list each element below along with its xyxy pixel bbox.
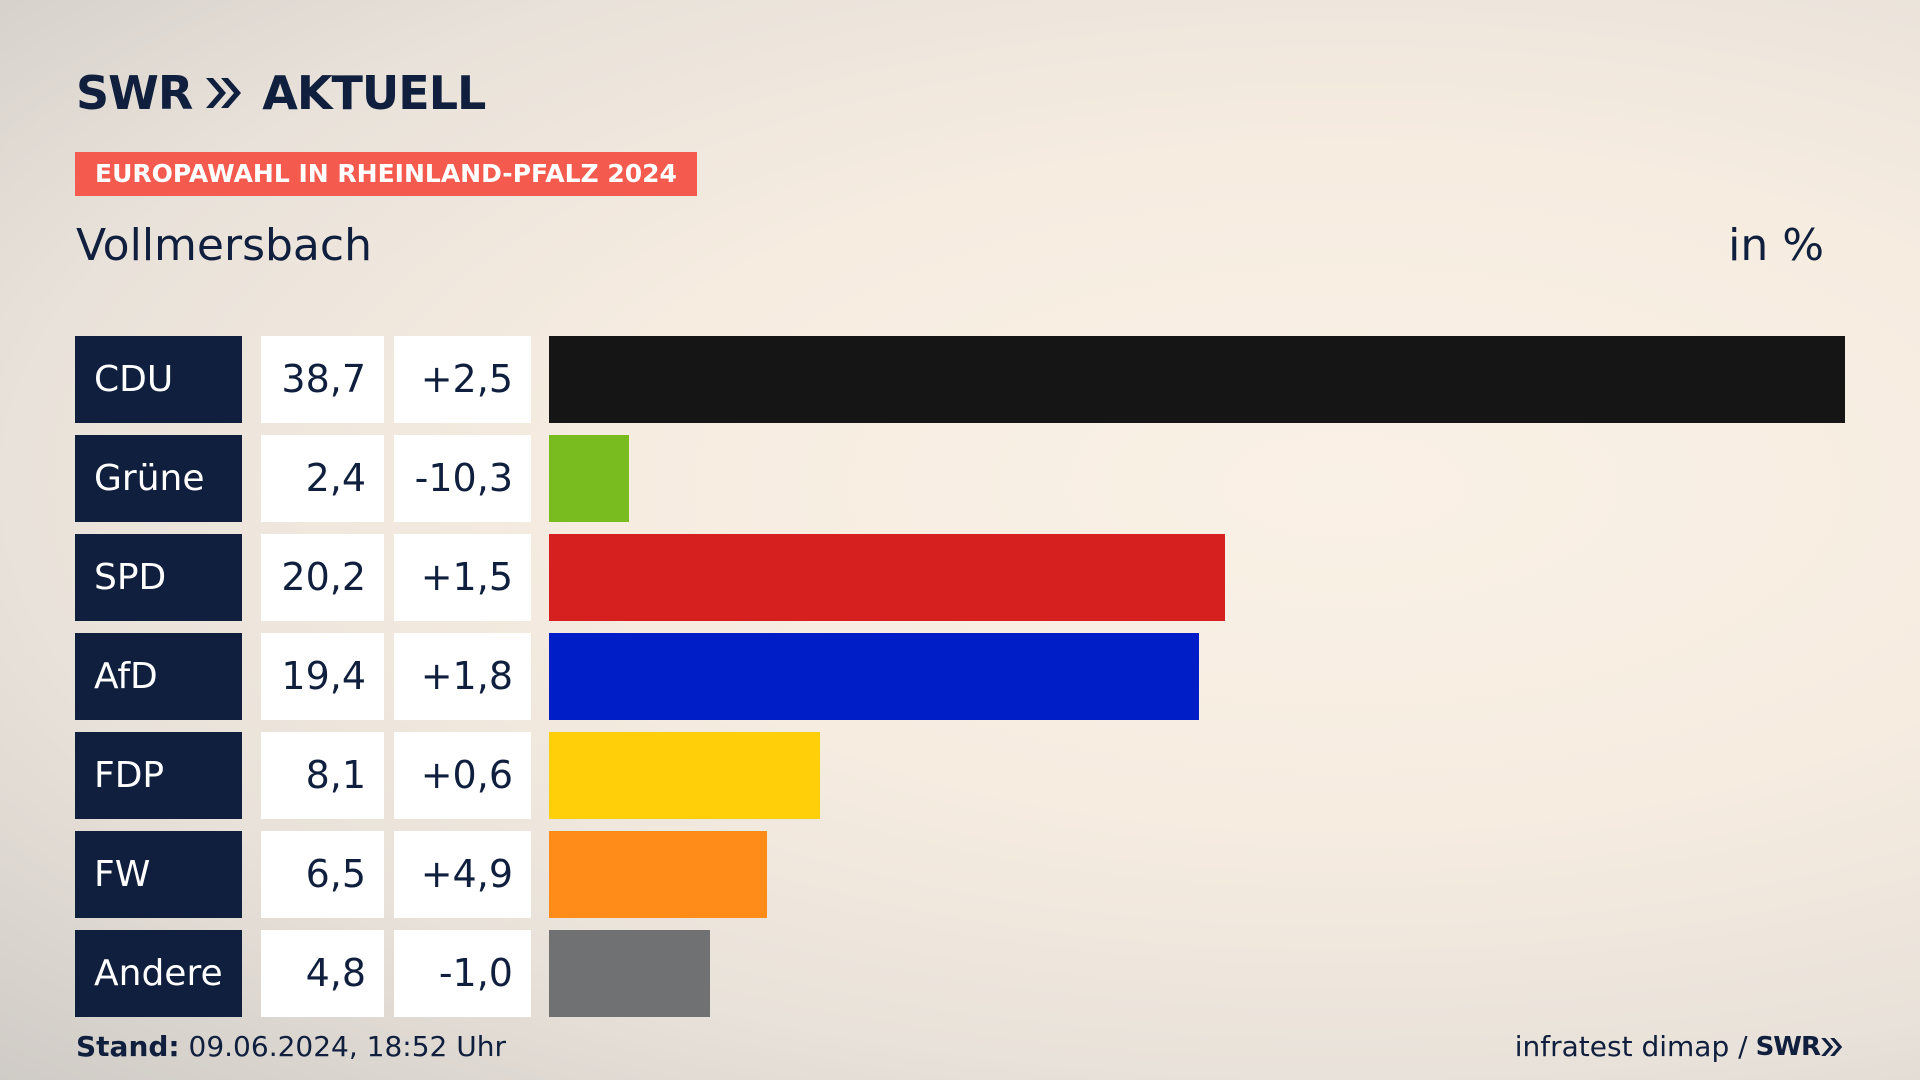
change-value: +1,5 — [394, 534, 531, 621]
party-label: Andere — [75, 930, 242, 1017]
party-label: AfD — [75, 633, 242, 720]
vote-share-value: 38,7 — [261, 336, 384, 423]
vote-share-bar — [549, 435, 630, 522]
result-row: CDU 38,7 +2,5 — [75, 336, 1845, 423]
swr-small-chevron-icon — [1821, 1037, 1843, 1056]
result-row: FDP 8,1 +0,6 — [75, 732, 1845, 819]
logo-chevron-icon — [204, 76, 244, 110]
change-value: +0,6 — [394, 732, 531, 819]
change-value: +1,8 — [394, 633, 531, 720]
party-label: CDU — [75, 336, 242, 423]
change-value: -10,3 — [394, 435, 531, 522]
stand-label: Stand: — [76, 1030, 180, 1063]
party-label: FW — [75, 831, 242, 918]
swr-aktuell-logo: SWR AKTUELL — [76, 66, 486, 120]
results-chart: CDU 38,7 +2,5 Grüne 2,4 -10,3 SPD 20,2 +1,5 AfD 19… — [75, 336, 1845, 1029]
vote-share-value: 6,5 — [261, 831, 384, 918]
source-credit: infratest dimap / SWR — [1515, 1030, 1844, 1063]
result-row: SPD 20,2 +1,5 — [75, 534, 1845, 621]
swr-small-logo: SWR — [1756, 1032, 1844, 1062]
result-row: Grüne 2,4 -10,3 — [75, 435, 1845, 522]
result-row: Andere 4,8 -1,0 — [75, 930, 1845, 1017]
party-label: Grüne — [75, 435, 242, 522]
vote-share-bar — [549, 732, 821, 819]
result-row: AfD 19,4 +1,8 — [75, 633, 1845, 720]
vote-share-value: 2,4 — [261, 435, 384, 522]
vote-share-bar — [549, 930, 710, 1017]
party-label: SPD — [75, 534, 242, 621]
source-text: infratest dimap / — [1514, 1030, 1748, 1063]
vote-share-bar — [549, 534, 1226, 621]
unit-label: in % — [1728, 220, 1824, 271]
change-value: -1,0 — [394, 930, 531, 1017]
logo-swr: SWR — [76, 66, 193, 120]
vote-share-bar — [549, 336, 1845, 423]
vote-share-bar — [549, 633, 1199, 720]
municipality-title: Vollmersbach — [76, 220, 372, 271]
vote-share-bar — [549, 831, 767, 918]
change-value: +2,5 — [394, 336, 531, 423]
vote-share-value: 20,2 — [261, 534, 384, 621]
result-row: FW 6,5 +4,9 — [75, 831, 1845, 918]
swr-small-logo-text: SWR — [1755, 1031, 1821, 1062]
vote-share-value: 4,8 — [261, 930, 384, 1017]
logo-aktuell: AKTUELL — [262, 66, 486, 120]
election-badge: EUROPAWAHL IN RHEINLAND-PFALZ 2024 — [75, 152, 697, 196]
stand-value: 09.06.2024, 18:52 Uhr — [188, 1030, 506, 1063]
vote-share-value: 8,1 — [261, 732, 384, 819]
vote-share-value: 19,4 — [261, 633, 384, 720]
party-label: FDP — [75, 732, 242, 819]
timestamp: Stand: 09.06.2024, 18:52 Uhr — [76, 1030, 506, 1063]
change-value: +4,9 — [394, 831, 531, 918]
